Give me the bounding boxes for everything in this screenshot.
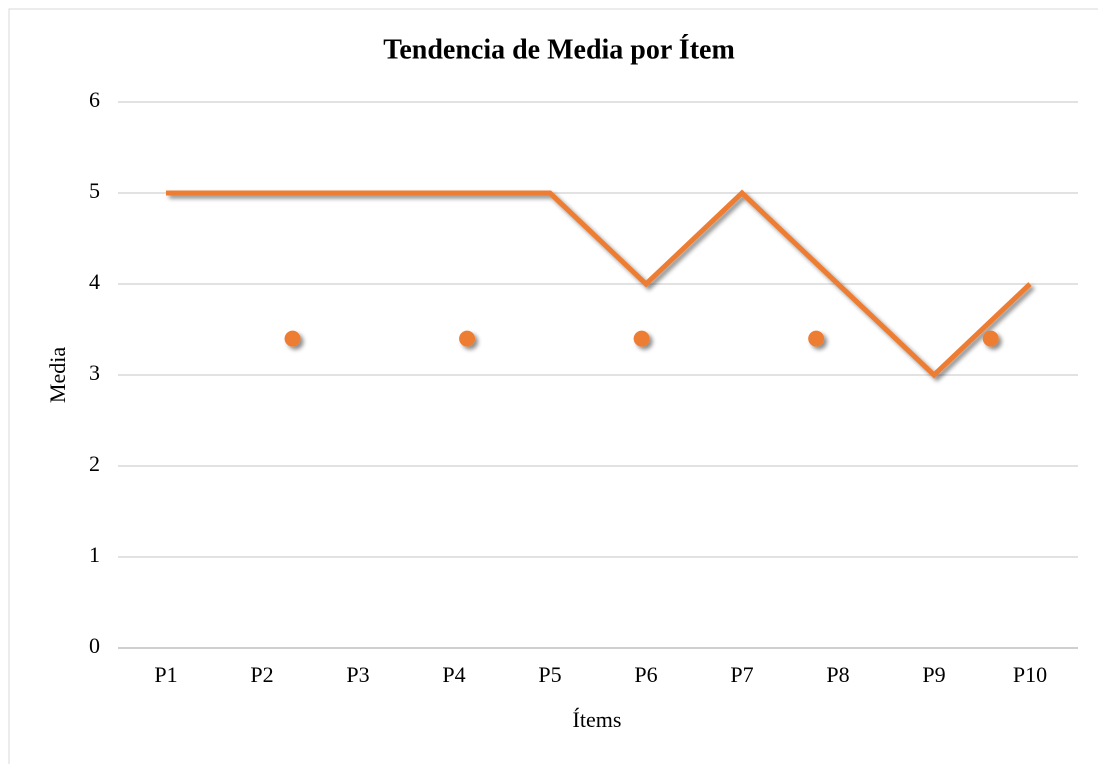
scatter-point — [284, 330, 301, 347]
x-tick-label: P9 — [922, 662, 945, 687]
scatter-point — [459, 330, 476, 347]
y-axis-label: Media — [45, 347, 70, 403]
y-tick-label: 0 — [89, 633, 100, 658]
y-tick-label: 5 — [89, 178, 100, 203]
x-tick-label: P2 — [250, 662, 273, 687]
x-tick-label: P5 — [538, 662, 561, 687]
x-tick-label: P8 — [826, 662, 849, 687]
chart-title: Tendencia de Media por Ítem — [383, 34, 735, 65]
y-tick-label: 4 — [89, 269, 100, 294]
scatter-point — [808, 330, 825, 347]
x-tick-label: P1 — [154, 662, 177, 687]
x-tick-label: P10 — [1013, 662, 1047, 687]
y-tick-label: 2 — [89, 451, 100, 476]
x-axis-label: Ítems — [573, 707, 622, 732]
y-tick-label: 3 — [89, 360, 100, 385]
x-tick-label: P3 — [346, 662, 369, 687]
scatter-point — [633, 330, 650, 347]
x-tick-label: P4 — [442, 662, 465, 687]
y-tick-label: 6 — [89, 87, 100, 112]
line-series — [166, 189, 1032, 379]
x-tick-label: P6 — [634, 662, 657, 687]
chart-border — [8, 8, 1098, 764]
x-tick-label: P7 — [730, 662, 753, 687]
y-tick-label: 1 — [89, 542, 100, 567]
scatter-point — [982, 330, 999, 347]
